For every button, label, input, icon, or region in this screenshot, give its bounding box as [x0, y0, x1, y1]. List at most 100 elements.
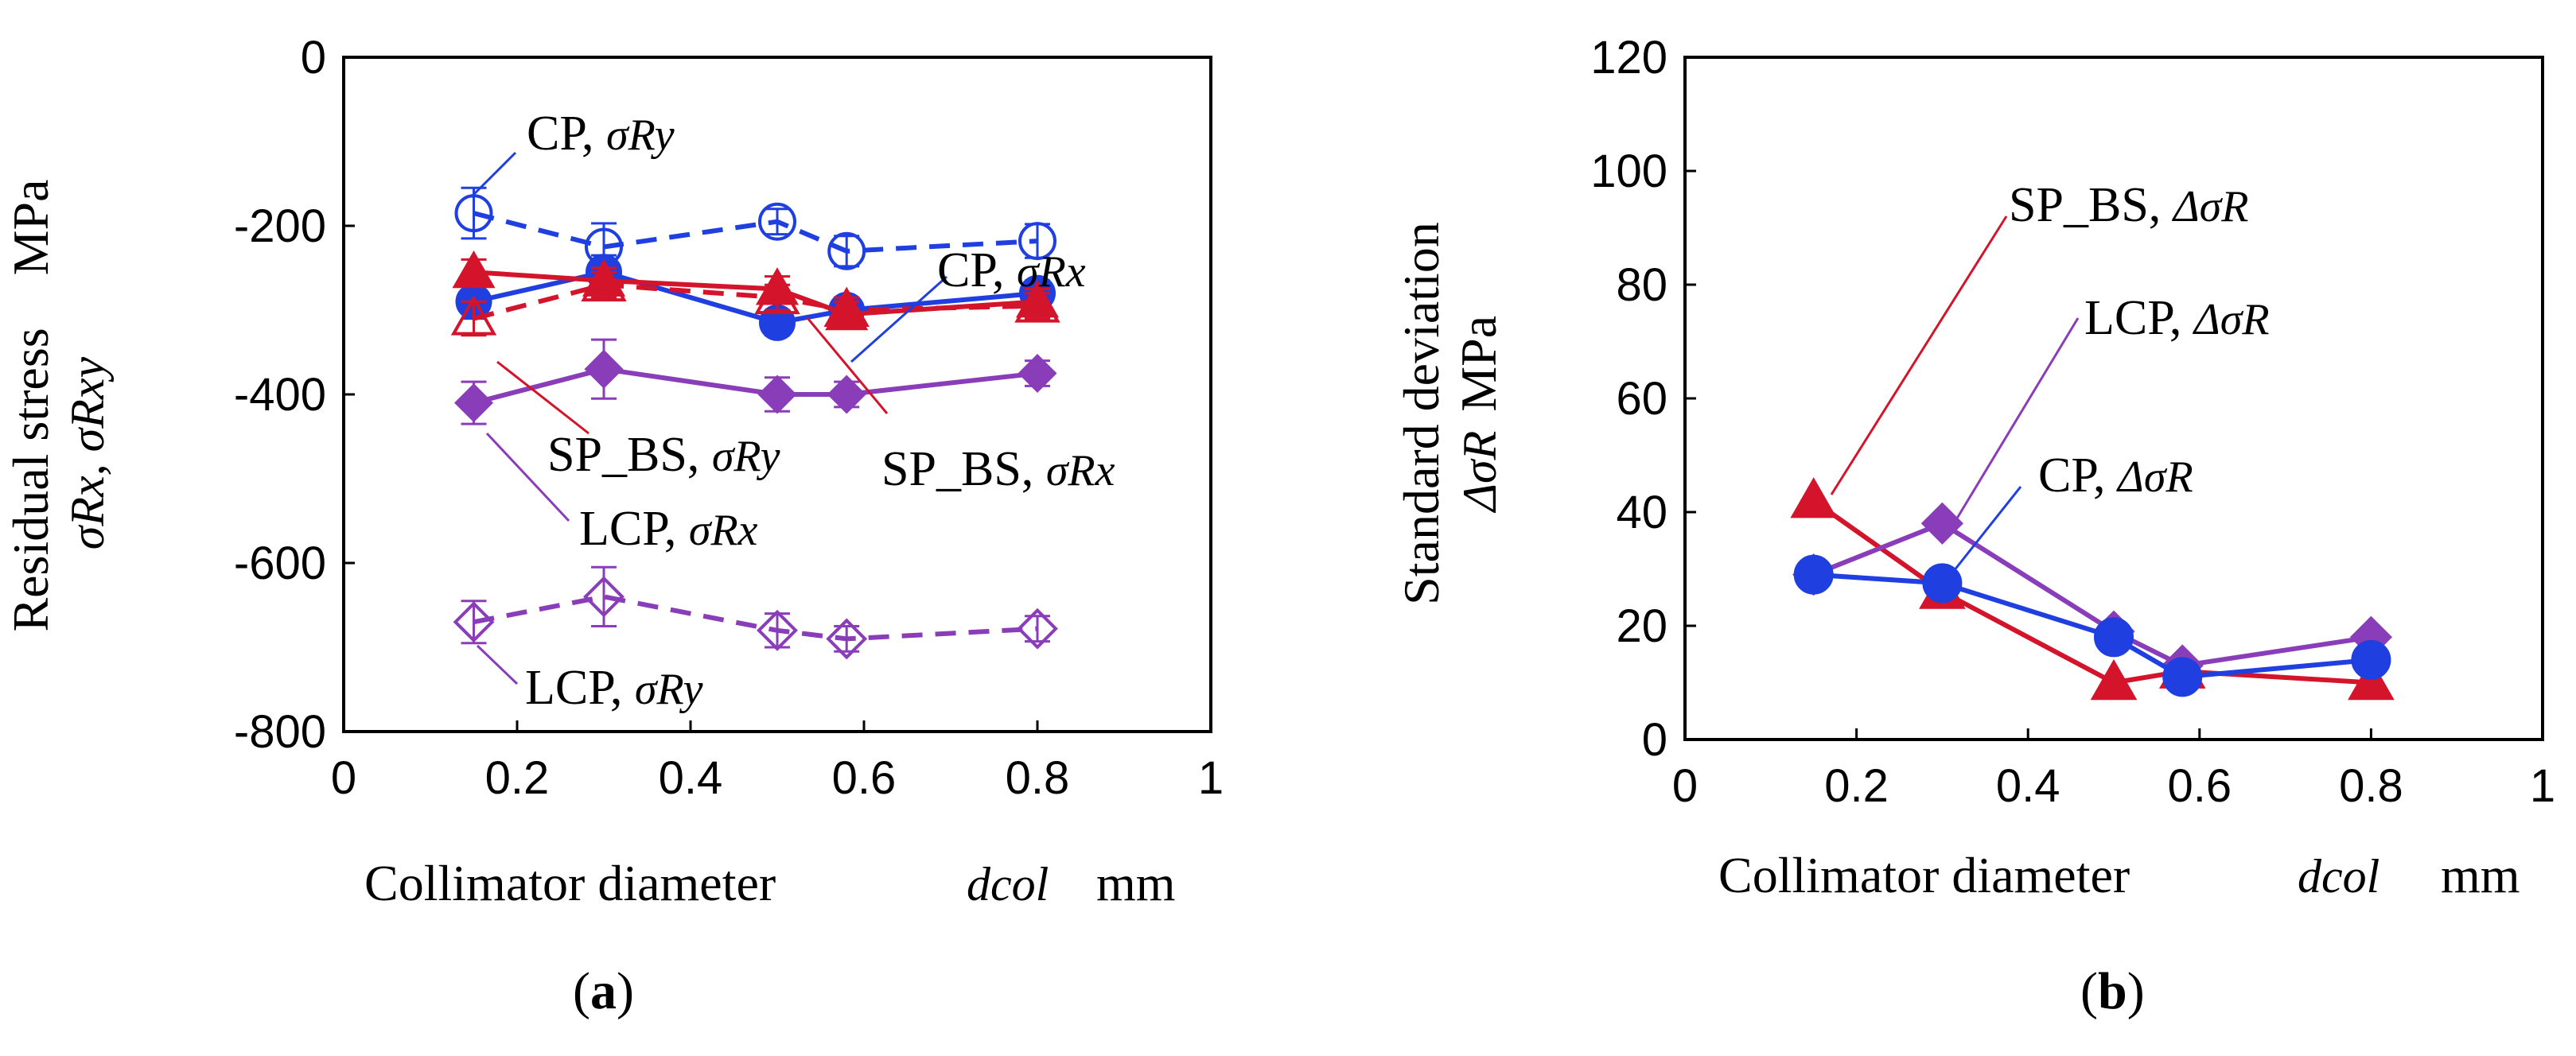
chart-b-ylabel-line2-group: ΔσR MPa [1450, 316, 1507, 513]
leader-cp-rx-a [850, 275, 948, 363]
data-point [826, 618, 868, 660]
chart-a-y-tick-label: 0 [301, 32, 326, 83]
data-point [1790, 477, 1838, 518]
data-point [2090, 658, 2138, 701]
data-point [453, 383, 494, 423]
chart-a-x-tick-label: 0.2 [485, 752, 550, 804]
chart-b-xlabel-unit: mm [2441, 847, 2520, 903]
data-point [1018, 353, 1057, 394]
leader-sp-bs-ry-a [496, 360, 590, 435]
chart-b-ticks: 0 0.2 0.4 0.6 0.8 1 0 20 40 60 80 100 120 [1590, 32, 2555, 812]
leader-lcp-rx-a [485, 432, 570, 522]
data-point [583, 576, 625, 618]
data-point [755, 267, 800, 305]
data-point [2348, 658, 2395, 701]
chart-a-annotations: CP, σRy CP, σRx SP_BS, σRy SP_BS, σRx LC… [469, 107, 1115, 715]
leader-lcp-ry-a [476, 644, 519, 685]
data-point [825, 292, 869, 331]
data-point [2351, 639, 2391, 680]
data-point [1018, 222, 1056, 261]
data-point [827, 231, 866, 270]
annotation-cp-ry-a: CP, σRy [527, 107, 675, 161]
data-point [582, 258, 626, 297]
data-point [827, 375, 866, 414]
chart-b-series [1790, 477, 2395, 701]
annotation-lcp-ry-a: LCP, σRy [525, 661, 703, 715]
data-point [453, 601, 495, 643]
chart-b-x-tick-label: 0.4 [1996, 760, 2060, 812]
data-point [757, 609, 798, 651]
chart-a-y-tick-label: -400 [234, 369, 326, 421]
data-point [1017, 608, 1058, 650]
chart-b-y-tick-label: 120 [1590, 32, 1667, 83]
chart-a-x-tick-label: 1 [1198, 752, 1224, 804]
series-line [473, 594, 1038, 642]
chart-b-xlabel-symbol: dcol [2298, 850, 2379, 903]
chart-a: 0 0.2 0.4 0.6 0.8 1 0 -200 -400 -600 -800 Residual… [2, 32, 1224, 1020]
chart-b-ylabel-line2: ΔσR [1453, 431, 1506, 513]
chart-b-y-tick-label: 0 [1642, 714, 1667, 766]
chart-b-x-tick-label: 0.8 [2339, 760, 2403, 812]
annotation-sp-bs-rx-a: SP_BS, σRx [881, 442, 1115, 496]
annotation-cp-b: CP, ΔσR [2038, 448, 2193, 503]
chart-b-y-tick-label: 40 [1616, 487, 1667, 538]
chart-a-x-tick-label: 0.4 [659, 752, 723, 804]
chart-a-xlabel: Collimator diameter [364, 855, 776, 911]
data-point [2094, 617, 2134, 658]
chart-b-y-tick-label: 60 [1616, 373, 1667, 425]
chart-a-x-tick-label: 0 [331, 752, 356, 804]
series-a-sp-bs-rx [452, 250, 1060, 331]
data-point [1015, 280, 1060, 318]
leader-sp-bs-rx-a [806, 317, 889, 414]
leader-sp-bs-b [1830, 215, 2008, 495]
leader-cp-ry-a [469, 151, 517, 199]
series-a-lcp-rx [453, 338, 1057, 425]
chart-a-x-tick-label: 0.8 [1006, 752, 1070, 804]
chart-a-ylabel-line1: Residual stress [2, 328, 59, 631]
chart-a-ylabel-line2: σRx, σRxy [61, 356, 114, 549]
chart-b-xlabel: Collimator diameter [1718, 847, 2130, 903]
chart-b-annotations: SP_BS, ΔσR LCP, ΔσR CP, ΔσR [1830, 178, 2270, 580]
series-b-lcp-r [1792, 502, 2393, 687]
chart-a-xlabel-unit: mm [1096, 855, 1176, 911]
data-point [584, 349, 624, 389]
chart-a-y-tick-label: -800 [234, 706, 326, 758]
leader-lcp-b [1951, 317, 2080, 526]
chart-a-ylabel-unit: MPa [2, 179, 59, 275]
chart-a-series [450, 186, 1060, 660]
chart-b: 0 0.2 0.4 0.6 0.8 1 0 20 40 60 80 100 120 Standard d… [1393, 32, 2555, 1020]
chart-a-xlabel-symbol: dcol [967, 858, 1049, 910]
annotation-cp-rx-a: CP, σRx [937, 243, 1086, 297]
chart-b-x-tick-label: 0.2 [1824, 760, 1889, 812]
series-line [1812, 520, 2372, 669]
chart-b-x-tick-label: 1 [2530, 760, 2555, 812]
chart-b-y-tick-label: 80 [1616, 259, 1667, 311]
data-point [2162, 657, 2203, 697]
annotation-lcp-rx-a: LCP, σRx [579, 502, 758, 556]
chart-b-ylabel-unit: MPa [1450, 316, 1507, 412]
svg-text:Residual stress MPa: Residual stress MPa [2, 179, 59, 631]
data-point [757, 375, 797, 414]
panel-label-a: (a) [573, 962, 634, 1020]
annotation-sp-bs-b: SP_BS, ΔσR [2009, 178, 2249, 232]
series-line [1811, 499, 2372, 685]
chart-b-y-tick-label: 20 [1616, 600, 1667, 652]
annotation-sp-bs-ry-a: SP_BS, σRy [547, 428, 780, 482]
chart-a-x-tick-label: 0.6 [832, 752, 897, 804]
data-point [450, 295, 497, 336]
series-a-lcp-ry [453, 565, 1058, 660]
chart-a-y-title: Residual stress MPa σRx, σRxy [2, 179, 114, 631]
data-point [758, 202, 796, 241]
data-point [452, 250, 496, 289]
chart-a-y-tick-label: -200 [234, 200, 326, 252]
data-point [1793, 554, 1834, 595]
leader-cp-b [1946, 486, 2022, 580]
chart-b-y-tick-label: 100 [1590, 146, 1667, 197]
panel-label-b: (b) [2080, 962, 2145, 1020]
chart-a-ticks: 0 0.2 0.4 0.6 0.8 1 0 -200 -400 -600 -800 [234, 32, 1224, 804]
chart-b-ylabel-line1: Standard deviation [1393, 222, 1449, 605]
chart-a-y-tick-label: -600 [234, 538, 326, 589]
series-line [473, 367, 1038, 406]
series-b-cp-r [1793, 554, 2391, 697]
